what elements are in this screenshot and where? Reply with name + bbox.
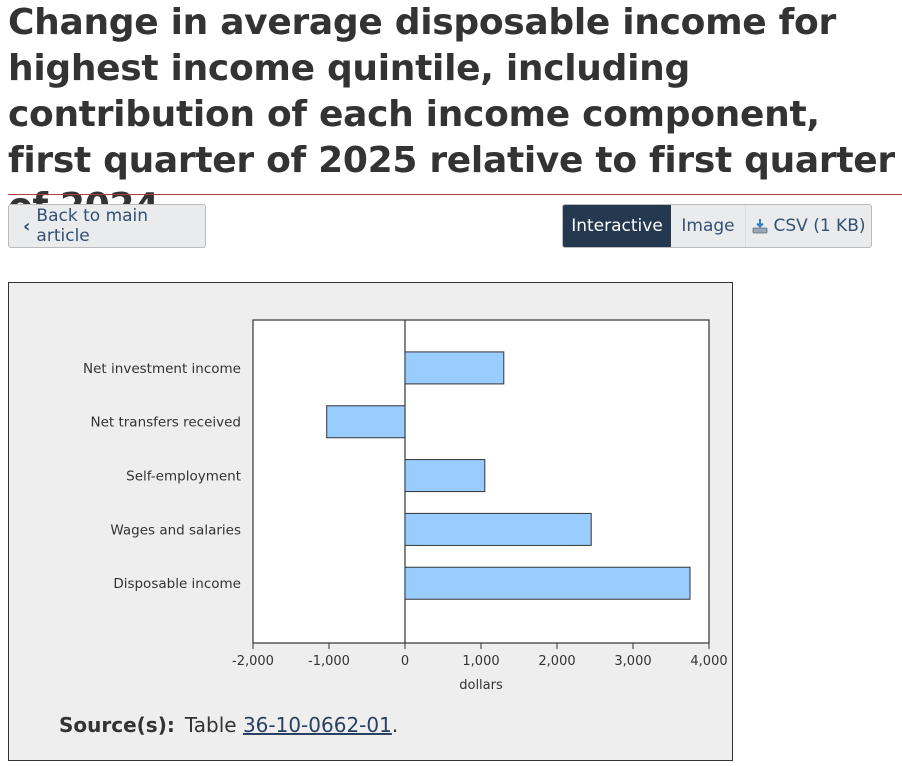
image-view-button[interactable]: Image <box>681 216 735 236</box>
csv-download-button[interactable]: CSV (1 KB) <box>745 205 871 247</box>
x-tick-label: -2,000 <box>232 654 274 669</box>
x-tick-label: -1,000 <box>308 654 350 669</box>
source-table-link[interactable]: 36-10-0662-01 <box>242 713 392 737</box>
category-label: Net investment income <box>83 361 241 377</box>
back-button-label: Back to main article <box>36 206 149 246</box>
bar <box>404 351 505 385</box>
x-axis-label: dollars <box>459 678 503 693</box>
category-label: Disposable income <box>113 576 241 592</box>
bar-chart: Net investment income Net transfers recei… <box>83 319 728 693</box>
x-tick-label: 2,000 <box>538 654 575 669</box>
back-to-main-article-button[interactable]: ‹ Back to main article <box>8 204 206 248</box>
download-icon <box>752 219 767 234</box>
csv-label: CSV (1 KB) <box>773 216 866 236</box>
bar <box>326 405 406 439</box>
x-tick-label: 1,000 <box>462 654 499 669</box>
bar <box>404 512 592 546</box>
x-tick-label: 0 <box>401 654 409 669</box>
source-suffix: . <box>391 713 399 737</box>
x-tick-label: 4,000 <box>690 654 727 669</box>
source-prefix: Table <box>184 713 237 737</box>
bar <box>404 459 486 493</box>
chart-panel: Net investment income Net transfers recei… <box>8 282 733 761</box>
bar <box>404 566 691 600</box>
page-title: Change in average disposable income for … <box>8 2 895 227</box>
category-label: Wages and salaries <box>110 522 241 538</box>
interactive-view-button[interactable]: Interactive <box>563 205 671 247</box>
view-format-toggle: Interactive Image CSV (1 KB) <box>562 204 872 248</box>
source-note: Source(s): Table 36-10-0662-01. <box>59 713 398 737</box>
chevron-left-icon: ‹ <box>23 215 31 237</box>
title-divider <box>8 194 902 195</box>
x-tick-label: 3,000 <box>614 654 651 669</box>
category-label: Self-employment <box>126 469 241 485</box>
category-label: Net transfers received <box>90 415 241 431</box>
source-label: Source(s): <box>59 713 175 737</box>
